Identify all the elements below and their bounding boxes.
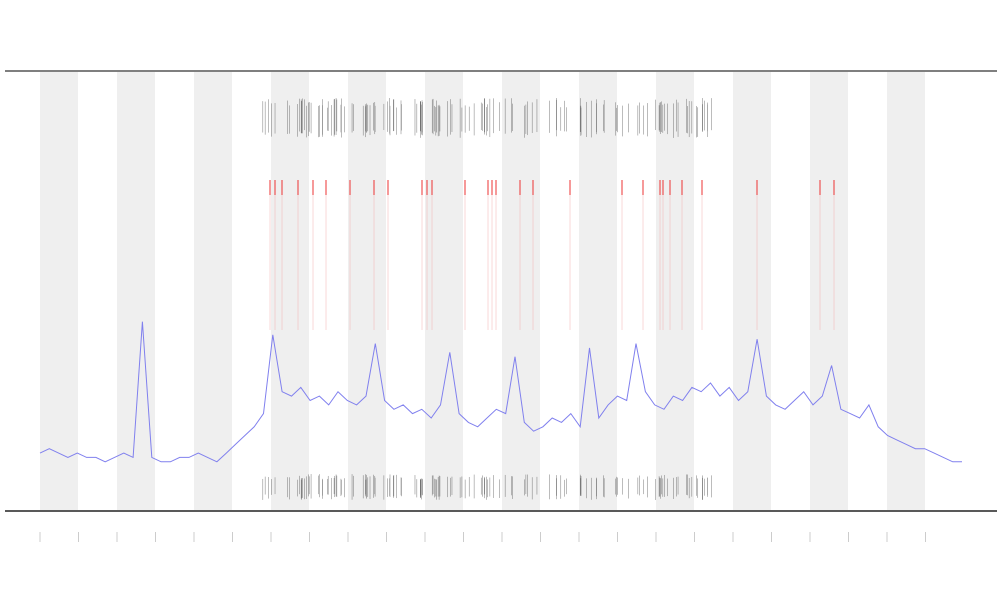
band [348,72,386,510]
event-markers [262,98,835,500]
shaded-bands [40,72,925,510]
band [194,72,232,510]
band [733,72,771,510]
band [117,72,155,510]
band [40,72,78,510]
band [579,72,617,510]
data-line [39,321,962,463]
band [810,72,848,510]
band [887,72,925,510]
band [656,72,694,510]
band [425,72,463,510]
band [271,72,309,510]
band [502,72,540,510]
x-ticks [39,532,926,542]
